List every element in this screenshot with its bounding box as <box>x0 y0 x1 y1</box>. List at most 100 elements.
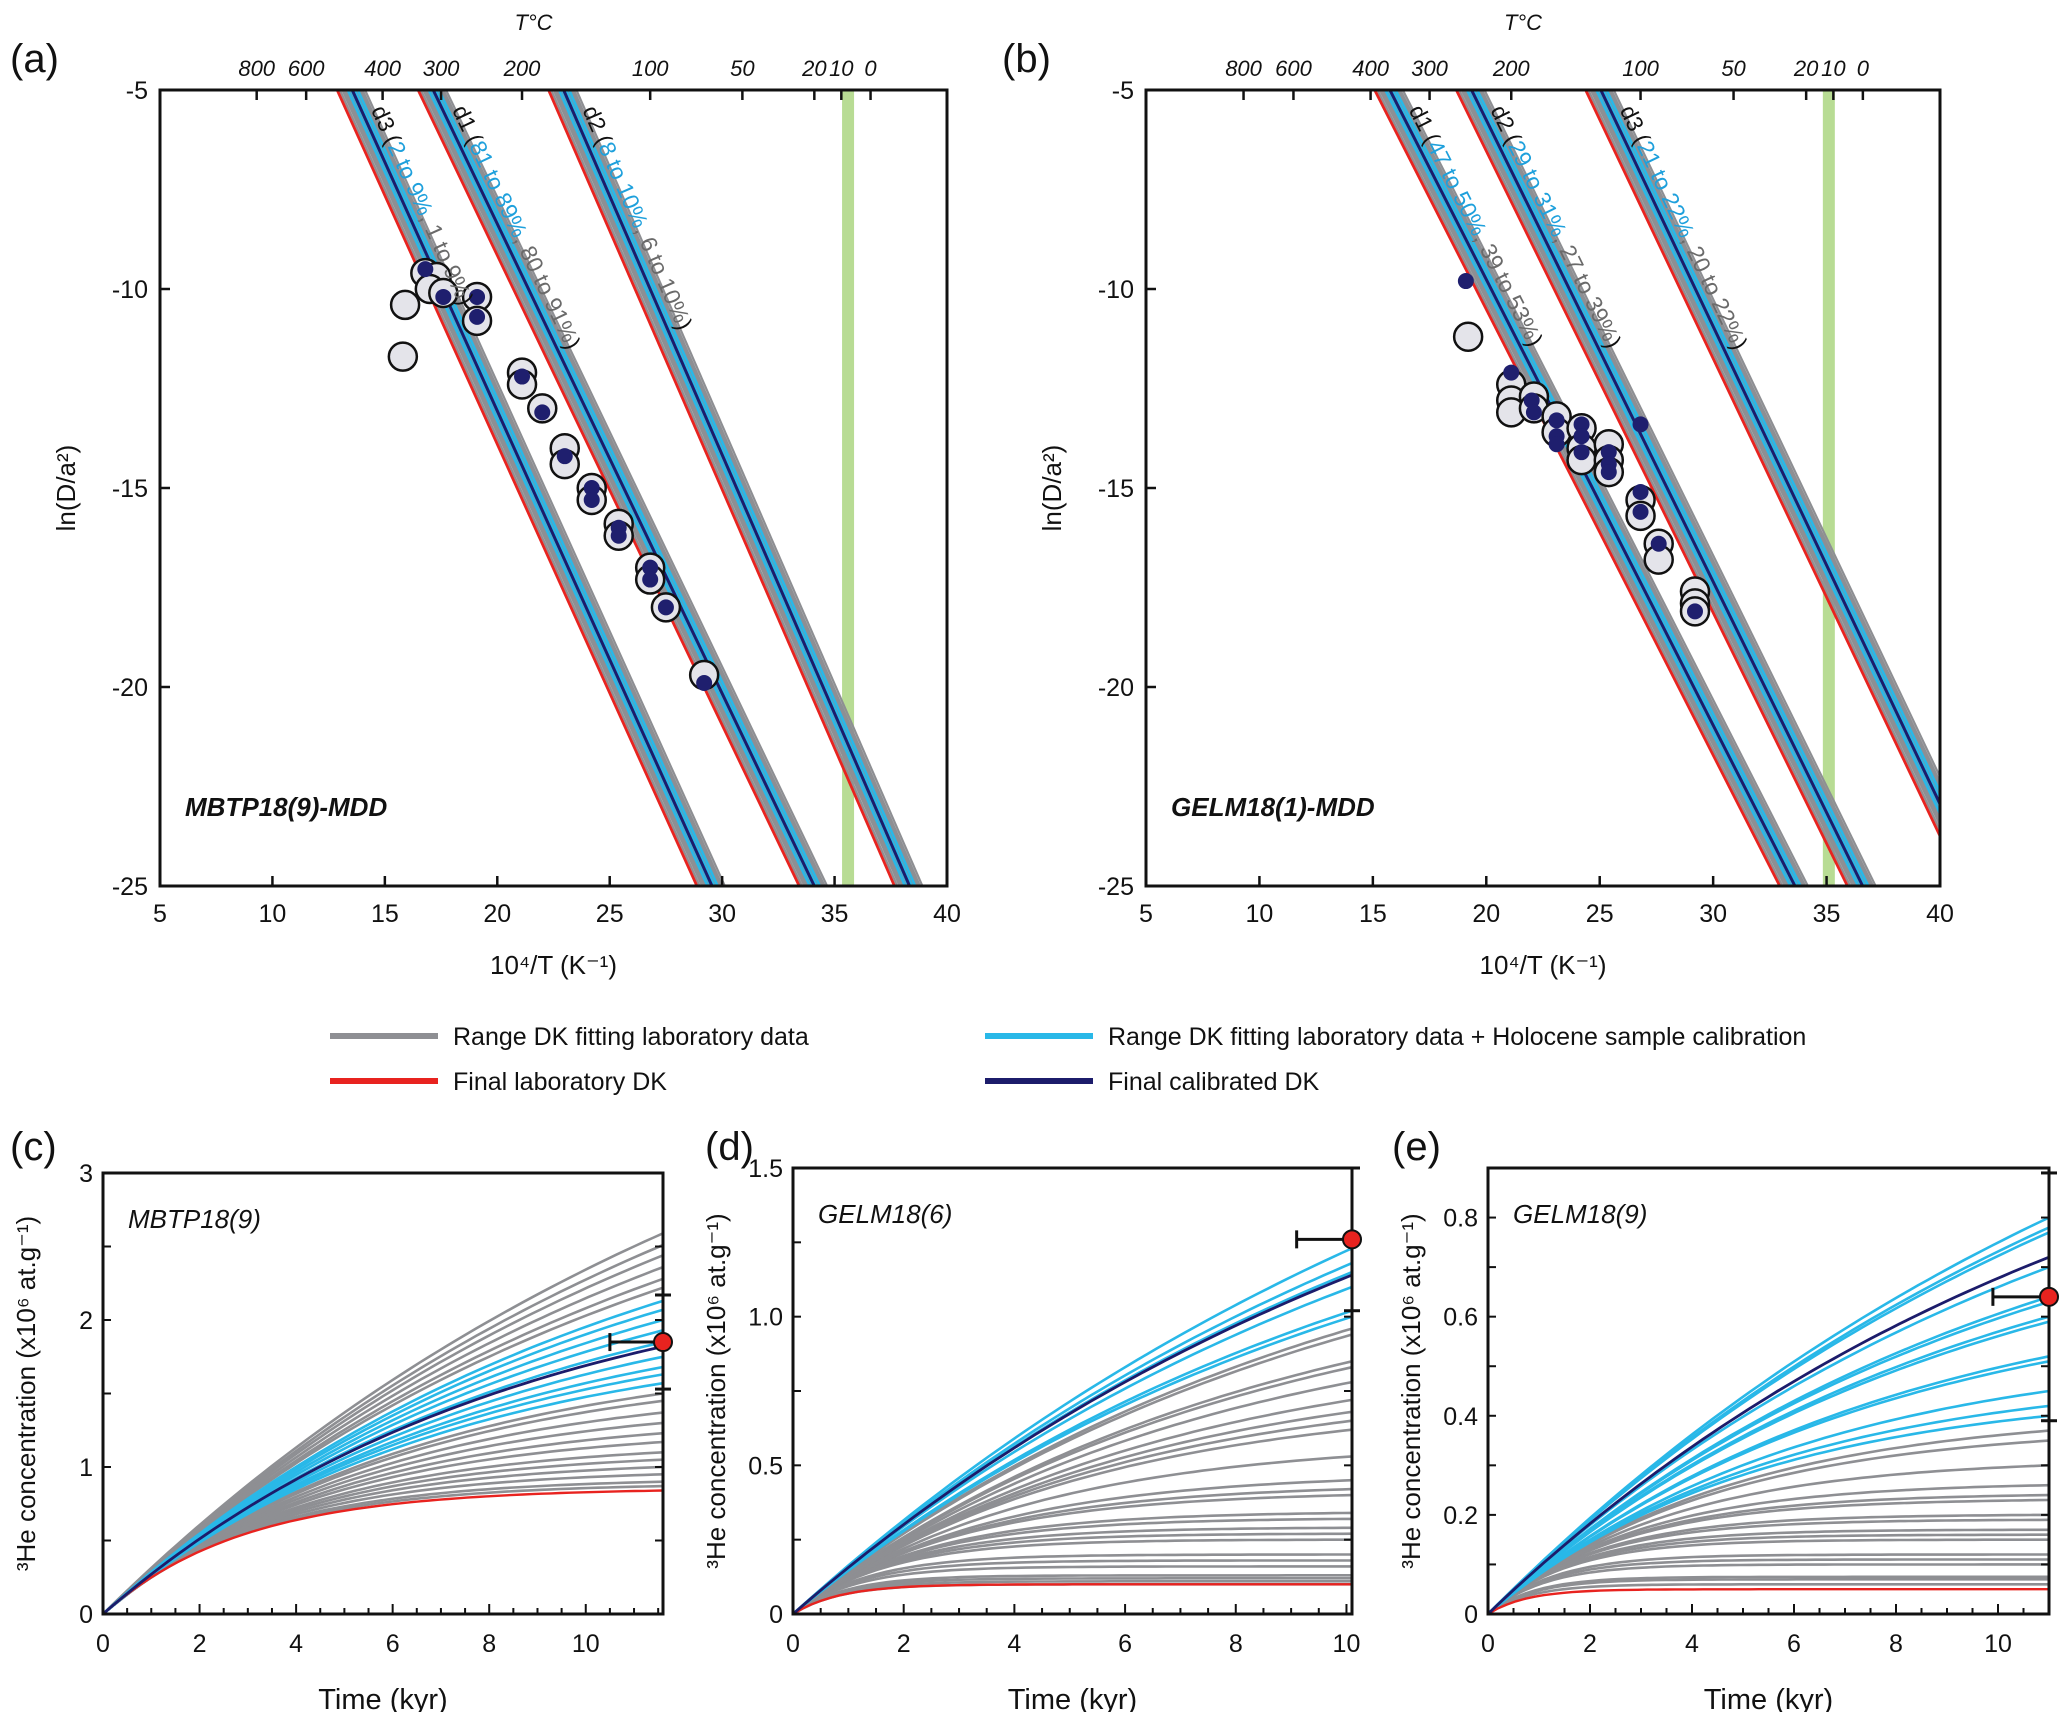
dk-line-gray <box>422 90 806 886</box>
domain-d3-lines <box>335 90 726 886</box>
production-curve-navy <box>1487 1255 2050 1616</box>
dk-line-gray <box>1587 90 1940 833</box>
y-tick-label: -5 <box>126 77 148 105</box>
production-curve-gray <box>792 1574 1352 1616</box>
legend: Range DK fitting laboratory data Range D… <box>330 1023 1806 1096</box>
y-tick-label: 0 <box>1464 1601 1478 1629</box>
dk-line-cyan <box>1390 90 1799 886</box>
x-tick-label: 10 <box>1984 1630 2012 1658</box>
dk-line-gray <box>445 90 829 886</box>
dk-line-gray <box>1612 90 1940 780</box>
dk-line-gray <box>1376 90 1784 886</box>
dk-line-gray <box>355 90 717 886</box>
dk-line-gray <box>1589 90 1940 828</box>
y-tick-label: 0.5 <box>748 1452 783 1480</box>
production-curve-gray <box>1487 1538 2049 1615</box>
measured-step-open <box>387 341 419 372</box>
x-tick-label: 0 <box>96 1630 110 1658</box>
top-axis-title: T°C <box>514 10 552 35</box>
dk-line-cyan <box>1394 90 1802 886</box>
y-axis-label: ³He concentration (x10⁶ at.g⁻¹) <box>11 1216 41 1571</box>
temperature-tick-label: 10 <box>829 56 854 81</box>
dk-line-navy <box>431 90 816 886</box>
temperature-tick-label: 800 <box>1225 56 1262 81</box>
model-step-filled <box>1573 444 1590 461</box>
legend-label-cyan: Range DK fitting laboratory data + Holoc… <box>1108 1023 1806 1051</box>
temperature-tick-label: 600 <box>1275 56 1312 81</box>
temperature-tick-label: 100 <box>1622 56 1659 81</box>
holocene-temperature-band <box>1822 90 1835 886</box>
panel-label-a: (a) <box>10 37 59 81</box>
dk-line-cyan <box>437 90 822 886</box>
dk-line-gray <box>338 90 701 886</box>
dk-line-gray <box>1607 90 1940 790</box>
domain-d2-lines <box>547 90 924 886</box>
dk-line-navy <box>1388 90 1797 886</box>
model-step-filled <box>642 571 659 588</box>
temperature-tick-label: 20 <box>801 56 827 81</box>
y-tick-label: -25 <box>1098 873 1134 901</box>
production-curve-cyan <box>102 1299 664 1615</box>
dk-line-navy <box>562 90 911 886</box>
production-curve-gray <box>792 1511 1353 1616</box>
dk-line-cyan <box>568 90 917 886</box>
y-tick-label: 0 <box>769 1601 783 1629</box>
measured-concentration-point <box>1342 1229 1362 1250</box>
model-step-filled <box>642 559 659 576</box>
production-curve-gray <box>1487 1513 2049 1615</box>
x-axis-label: Time (kyr) <box>1704 1684 1833 1712</box>
production-curve-cyan <box>1487 1315 2050 1615</box>
x-tick-label: 35 <box>821 900 849 928</box>
y-tick-label: 0.8 <box>1443 1205 1478 1233</box>
dk-line-navy <box>350 90 714 886</box>
y-axis-label: ³He concentration (x10⁶ at.g⁻¹) <box>1396 1213 1426 1568</box>
production-curve-gray <box>102 1440 664 1615</box>
model-step-filled <box>1523 392 1540 409</box>
legend-label-gray: Range DK fitting laboratory data <box>453 1023 809 1051</box>
dk-line-navy <box>1599 90 1940 808</box>
x-tick-label: 4 <box>289 1630 303 1658</box>
dk-line-gray <box>423 90 807 886</box>
x-tick-label: 10 <box>1246 900 1274 928</box>
temperature-tick-label: 300 <box>423 56 460 81</box>
domain-d3-lines <box>1584 90 1940 840</box>
y-tick-label: 0.4 <box>1443 1403 1478 1431</box>
dk-line-red <box>416 90 801 886</box>
production-curve-cyan <box>1487 1300 2050 1615</box>
x-tick-label: 0 <box>1481 1630 1495 1658</box>
dk-line-gray <box>1380 90 1788 886</box>
dk-line-red <box>1455 90 1849 886</box>
temperature-tick-label: 200 <box>503 56 541 81</box>
dk-line-gray <box>361 90 724 886</box>
x-tick-label: 25 <box>596 900 624 928</box>
dk-line-gray <box>364 90 726 886</box>
production-curve-cyan <box>792 1247 1353 1615</box>
legend-label-red: Final laboratory DK <box>453 1068 667 1096</box>
production-curve-cyan <box>1487 1216 2050 1615</box>
plot-area <box>1373 90 1940 886</box>
y-axis-label: ln(D/a²) <box>51 445 81 532</box>
dk-line-gray <box>1401 90 1809 886</box>
dk-line-navy <box>1470 90 1865 886</box>
dk-line-cyan <box>346 90 709 886</box>
dk-line-gray <box>1396 90 1804 886</box>
dk-line-cyan <box>353 90 716 886</box>
dk-line-cyan <box>557 90 907 886</box>
model-step-filled <box>1548 412 1565 429</box>
dk-line-gray <box>1462 90 1856 886</box>
he3-plot-c: 0 2 4 6 8 10 0 1 2 3 Time (kyr) ³He concentration (… <box>11 1160 673 1712</box>
y-tick-label: 0.6 <box>1443 1304 1478 1332</box>
x-tick-label: 20 <box>483 900 511 928</box>
production-curve-gray <box>1487 1528 2049 1615</box>
temperature-tick-label: 0 <box>1857 56 1870 81</box>
dk-line-gray <box>552 90 901 886</box>
production-curve-gray <box>792 1380 1353 1616</box>
model-step-filled <box>534 404 551 421</box>
model-step-filled <box>1632 483 1649 500</box>
measured-step-open <box>389 289 421 321</box>
x-tick-label: 40 <box>1926 900 1954 928</box>
production-curve-gray <box>792 1580 1352 1616</box>
temperature-tick-label: 20 <box>1793 56 1819 81</box>
dk-line-cyan <box>1595 90 1940 817</box>
production-curve-gray <box>792 1478 1353 1616</box>
